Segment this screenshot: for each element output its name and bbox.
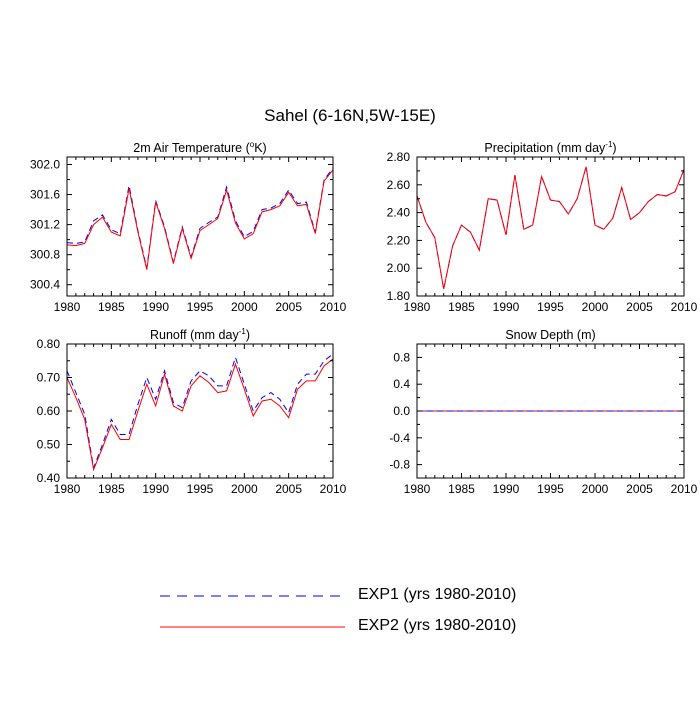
temp-xtick-label: 2010	[320, 300, 347, 314]
runoff-panel-title: Runoff (mm day-1)	[150, 327, 250, 342]
snow-panel-title: Snow Depth (m)	[505, 328, 595, 342]
precip-ytick-label: 1.80	[387, 289, 411, 303]
snow-ytick-label: -0.8	[389, 458, 410, 472]
precip-ytick-label: 2.60	[387, 178, 411, 192]
precip-xtick-label: 2010	[671, 300, 698, 314]
precip-xtick-label: 1980	[404, 300, 431, 314]
precip-xtick-label: 1985	[448, 300, 475, 314]
temp-ytick-label: 301.6	[30, 188, 60, 202]
runoff-xtick-label: 1995	[187, 482, 214, 496]
precip-xtick-label: 1995	[537, 300, 564, 314]
runoff-ytick-label: 0.80	[37, 337, 61, 351]
snow-xtick-label: 1985	[448, 482, 475, 496]
temp-ytick-label: 300.8	[30, 248, 60, 262]
runoff-xtick-label: 1990	[142, 482, 169, 496]
runoff-xtick-label: 1985	[98, 482, 125, 496]
precip-ytick-label: 2.80	[387, 150, 411, 164]
runoff-xtick-label: 2000	[231, 482, 258, 496]
temp-xtick-label: 1980	[54, 300, 81, 314]
snow-xtick-label: 1990	[493, 482, 520, 496]
panel-precip: 1980 1985 1990 1995 2000 2005 2010 1.80 2.00 2.20…	[387, 140, 698, 314]
snow-xtick-label: 1980	[404, 482, 431, 496]
snow-xtick-label: 1995	[537, 482, 564, 496]
temp-series-exp2	[67, 169, 333, 270]
precip-xtick-label: 2005	[626, 300, 653, 314]
temp-xtick-label: 2000	[231, 300, 258, 314]
temp-ytick-label: 301.2	[30, 218, 60, 232]
runoff-xtick-label: 1980	[54, 482, 81, 496]
temp-xtick-label: 2005	[275, 300, 302, 314]
runoff-series-exp2	[67, 358, 333, 472]
runoff-xtick-label: 2010	[320, 482, 347, 496]
runoff-series-exp1	[67, 353, 333, 470]
precip-series-exp2	[417, 166, 684, 290]
panel-runoff: 1980 1985 1990 1995 2000 2005 2010 0.40 0.50 0.60…	[37, 327, 347, 496]
runoff-ytick-label: 0.70	[37, 371, 61, 385]
runoff-ytick-label: 0.60	[37, 404, 61, 418]
temp-ytick-label: 302.0	[30, 158, 60, 172]
temp-xtick-label: 1985	[98, 300, 125, 314]
temp-xtick-label: 1990	[142, 300, 169, 314]
temp-xtick-label: 1995	[187, 300, 214, 314]
precip-ytick-label: 2.40	[387, 206, 411, 220]
precip-ytick-label: 2.20	[387, 233, 411, 247]
panel-temp: 1980 1985 1990 1995 2000 2005 2010 300.4 300.8 30…	[30, 140, 347, 314]
temp-series-exp1	[67, 167, 333, 269]
temp-ytick-label: 300.4	[30, 278, 60, 292]
runoff-ytick-label: 0.40	[37, 471, 61, 485]
panel-snow: 1980 1985 1990 1995 2000 2005 2010 -0.8 -0.4 0.0 0…	[389, 328, 697, 496]
snow-ytick-label: 0.4	[393, 377, 410, 391]
snow-xtick-label: 2005	[626, 482, 653, 496]
snow-xtick-label: 2000	[582, 482, 609, 496]
precip-xtick-label: 1990	[493, 300, 520, 314]
snow-ytick-label: 0.0	[393, 404, 410, 418]
precip-panel-title: Precipitation (mm day-1)	[484, 140, 616, 155]
runoff-ytick-label: 0.50	[37, 438, 61, 452]
temp-frame	[66, 156, 334, 297]
precip-series-exp1	[417, 166, 684, 290]
precip-ytick-label: 2.00	[387, 261, 411, 275]
temp-panel-title: 2m Air Temperature (oK)	[133, 140, 266, 155]
runoff-frame	[66, 343, 334, 479]
snow-ytick-label: 0.8	[393, 350, 410, 364]
precip-frame	[416, 156, 685, 297]
figure-title: Sahel (6-16N,5W-15E)	[264, 106, 436, 125]
snow-ytick-label: -0.4	[389, 431, 410, 445]
snow-xtick-label: 2010	[671, 482, 698, 496]
runoff-xtick-label: 2005	[275, 482, 302, 496]
precip-xtick-label: 2000	[582, 300, 609, 314]
